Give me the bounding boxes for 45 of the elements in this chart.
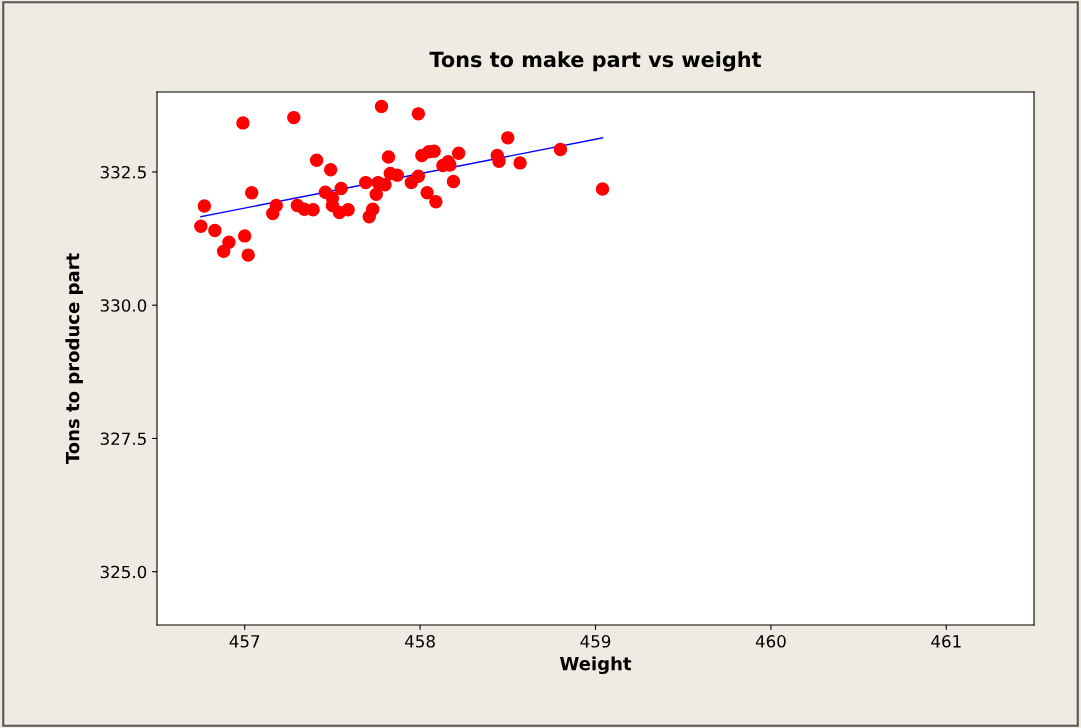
point [429, 195, 443, 209]
point [208, 223, 222, 238]
point [420, 186, 434, 200]
point [309, 153, 324, 167]
point [269, 198, 283, 213]
point [513, 156, 527, 170]
point [236, 116, 250, 130]
point [595, 182, 610, 196]
y-tick-label: 327.5 [100, 432, 146, 446]
point [237, 229, 252, 243]
point [411, 169, 426, 183]
point [553, 142, 568, 157]
point [378, 178, 392, 192]
x-tick-label: 457 [229, 635, 260, 648]
point [241, 248, 255, 262]
y-tick-label: 332.5 [100, 165, 146, 179]
point [359, 175, 373, 190]
y-tick-label: 325.0 [100, 565, 147, 579]
x-tick-label: 459 [580, 635, 611, 648]
point [194, 219, 208, 234]
point [222, 235, 236, 250]
x-axis-title: Weight [559, 656, 632, 675]
point [287, 110, 301, 125]
point [323, 163, 338, 177]
x-tick-label: 460 [755, 635, 786, 648]
point [390, 168, 405, 182]
point [366, 202, 380, 216]
point [334, 181, 348, 196]
point [446, 174, 461, 189]
chart-title: Tons to make part vs weight [429, 51, 762, 72]
x-tick-label: 461 [931, 635, 961, 648]
point [451, 146, 466, 161]
y-axis-title: Tons to produce part [65, 253, 83, 465]
point [492, 154, 506, 168]
point [306, 203, 320, 217]
point [501, 131, 515, 145]
point [341, 203, 355, 217]
x-tick-label: 458 [405, 635, 435, 648]
point [381, 150, 396, 164]
point [369, 187, 383, 202]
point [374, 99, 389, 114]
point [411, 107, 426, 121]
point [245, 186, 259, 200]
point [197, 199, 212, 213]
y-tick-label: 330.0 [100, 299, 147, 312]
